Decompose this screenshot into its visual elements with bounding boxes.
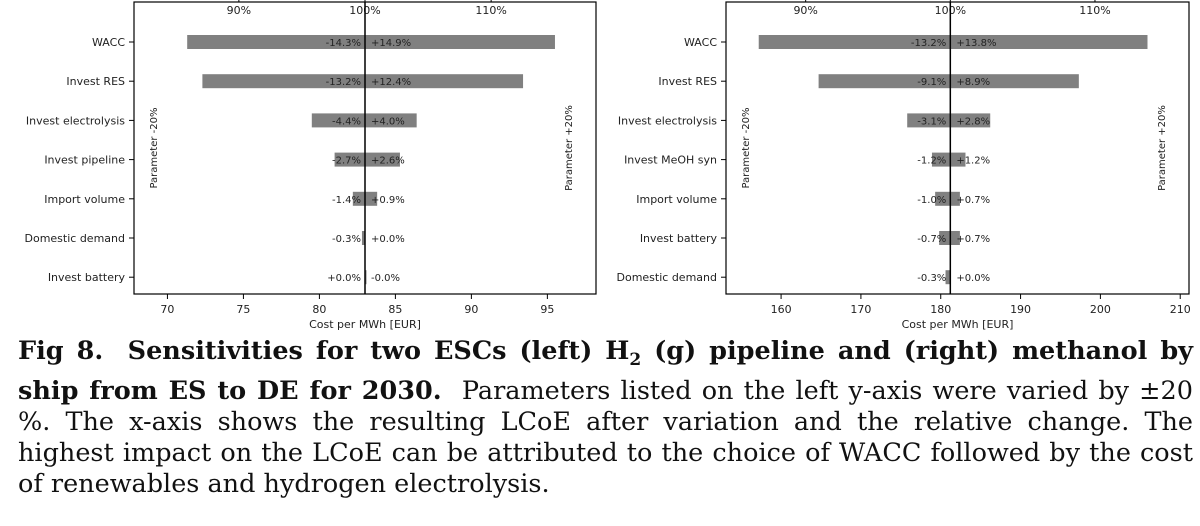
category-label: Invest electrolysis <box>618 114 717 127</box>
bar <box>187 35 555 49</box>
data-label-low: -1.0% <box>917 195 946 206</box>
data-label-high: +0.0% <box>956 273 990 284</box>
x-tick-label: 90 <box>464 303 478 316</box>
data-label-high: +0.0% <box>371 234 405 245</box>
top-tick-label: 90% <box>793 4 817 17</box>
right-annotation: Parameter +20% <box>1157 105 1168 191</box>
category-label: Invest battery <box>640 232 718 245</box>
caption-label: Fig 8. <box>18 336 104 366</box>
x-tick-label: 85 <box>388 303 402 316</box>
left-annotation: Parameter -20% <box>741 107 752 188</box>
data-label-high: +1.2% <box>956 156 990 167</box>
x-tick-label: 95 <box>540 303 554 316</box>
chart-panel-2: 160 170 180 190 200 210 Cost per MWh [EUR] 90% 1… <box>617 0 1191 331</box>
x-tick-label: 180 <box>930 303 951 316</box>
data-label-low: -9.1% <box>917 77 946 88</box>
data-label-low: -13.2% <box>326 77 361 88</box>
category-label: Domestic demand <box>617 271 718 284</box>
bar <box>758 35 1148 49</box>
left-annotation: Parameter -20% <box>149 107 160 188</box>
data-label-high: +12.4% <box>371 77 411 88</box>
data-label-low: -4.4% <box>332 116 361 127</box>
data-label-high: +8.9% <box>956 77 990 88</box>
data-label-high: +0.7% <box>956 234 990 245</box>
category-label: Invest electrolysis <box>26 114 125 127</box>
category-label: Import volume <box>44 193 125 206</box>
bar <box>907 113 991 128</box>
data-label-high: +2.6% <box>371 156 405 167</box>
category-label: Domestic demand <box>25 232 126 245</box>
category-label: WACC <box>92 36 125 49</box>
plot-frame <box>725 1 1190 295</box>
data-label-high: +4.0% <box>371 116 405 127</box>
bar <box>935 191 960 206</box>
figure-caption: Fig 8. Sensitivities for two ESCs (left)… <box>18 336 1193 500</box>
data-label-high: +2.8% <box>956 116 990 127</box>
x-tick-label: 190 <box>1010 303 1031 316</box>
bar <box>202 74 524 89</box>
caption-body: Parameters listed on the left y-axis wer… <box>18 376 1193 500</box>
category-label: Invest battery <box>48 271 126 284</box>
data-label-high: -0.0% <box>371 273 400 284</box>
data-label-low: -0.7% <box>917 234 946 245</box>
bar <box>818 74 1079 89</box>
data-label-low: +0.0% <box>327 273 361 284</box>
right-annotation: Parameter +20% <box>564 105 575 191</box>
data-label-high: +0.9% <box>371 195 405 206</box>
x-axis-label: Cost per MWh [EUR] <box>309 318 421 331</box>
bar <box>945 270 951 285</box>
data-label-high: +0.7% <box>956 195 990 206</box>
bar <box>939 231 960 245</box>
x-tick-label: 70 <box>160 303 174 316</box>
data-label-high: +14.9% <box>371 38 411 49</box>
data-label-low: -14.3% <box>326 38 361 49</box>
bar <box>311 113 417 128</box>
top-tick-label: 110% <box>1079 4 1110 17</box>
data-label-low: -13.2% <box>911 38 946 49</box>
x-tick-label: 200 <box>1090 303 1111 316</box>
x-tick-label: 75 <box>236 303 250 316</box>
x-tick-label: 210 <box>1170 303 1191 316</box>
data-label-low: -1.2% <box>917 156 946 167</box>
category-label: Invest RES <box>658 75 717 88</box>
top-tick-label: 110% <box>475 4 506 17</box>
x-tick-label: 170 <box>850 303 871 316</box>
category-label: Invest pipeline <box>44 154 125 167</box>
data-label-low: -0.3% <box>917 273 946 284</box>
bar <box>361 231 365 245</box>
data-label-low: -2.7% <box>332 156 361 167</box>
x-tick-label: 80 <box>312 303 326 316</box>
category-label: Invest RES <box>66 75 125 88</box>
top-tick-label: 90% <box>227 4 251 17</box>
category-label: WACC <box>684 36 717 49</box>
bar <box>931 152 966 167</box>
bar <box>334 152 400 167</box>
data-label-low: -3.1% <box>917 116 946 127</box>
category-label: Import volume <box>636 193 717 206</box>
caption-title: Sensitivities for two ESCs (left) H2 (g)… <box>18 336 1193 407</box>
data-label-high: +13.8% <box>956 38 996 49</box>
category-label: Invest MeOH syn <box>624 154 717 167</box>
x-tick-label: 160 <box>771 303 792 316</box>
data-label-low: -0.3% <box>332 234 361 245</box>
x-axis-label: Cost per MWh [EUR] <box>902 318 1014 331</box>
data-label-low: -1.4% <box>332 195 361 206</box>
